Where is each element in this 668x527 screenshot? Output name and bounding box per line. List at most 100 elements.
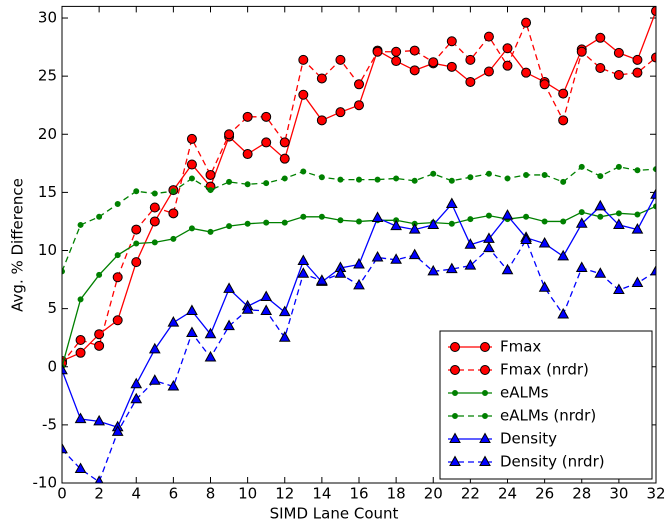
marker bbox=[538, 237, 551, 248]
marker bbox=[446, 61, 457, 72]
marker bbox=[557, 249, 570, 261]
y-tick-label: 25 bbox=[38, 67, 57, 85]
marker bbox=[465, 54, 476, 65]
x-tick-label: 10 bbox=[238, 485, 257, 503]
marker bbox=[112, 272, 123, 283]
marker bbox=[242, 111, 253, 122]
marker bbox=[390, 219, 402, 231]
marker bbox=[130, 392, 143, 404]
marker bbox=[74, 462, 87, 474]
marker bbox=[298, 89, 309, 100]
marker bbox=[205, 169, 216, 180]
marker bbox=[501, 263, 514, 275]
marker bbox=[207, 228, 214, 235]
y-tick-label: 15 bbox=[38, 183, 57, 201]
marker bbox=[149, 202, 160, 213]
marker bbox=[114, 252, 121, 259]
marker bbox=[334, 267, 347, 278]
x-tick-label: 18 bbox=[387, 485, 406, 503]
marker bbox=[318, 213, 325, 220]
legend-label: Density bbox=[500, 430, 557, 448]
marker bbox=[411, 177, 418, 184]
marker bbox=[112, 315, 123, 326]
marker bbox=[242, 149, 253, 160]
y-tick-label: 5 bbox=[47, 299, 57, 317]
marker bbox=[263, 219, 270, 226]
legend-marker bbox=[452, 390, 458, 396]
marker bbox=[631, 223, 644, 234]
marker bbox=[111, 425, 124, 436]
marker bbox=[427, 264, 440, 276]
marker bbox=[651, 52, 656, 63]
legend-marker bbox=[479, 455, 491, 466]
marker bbox=[223, 282, 235, 293]
marker bbox=[188, 175, 195, 182]
marker bbox=[595, 63, 606, 74]
marker bbox=[298, 54, 309, 65]
marker bbox=[502, 43, 513, 54]
marker bbox=[523, 213, 530, 220]
marker bbox=[244, 181, 251, 188]
marker bbox=[576, 46, 587, 57]
marker bbox=[539, 79, 550, 90]
marker bbox=[427, 218, 440, 229]
marker bbox=[279, 137, 290, 148]
marker bbox=[354, 79, 364, 90]
marker bbox=[149, 216, 160, 227]
marker bbox=[597, 173, 604, 180]
marker bbox=[445, 262, 458, 274]
marker bbox=[520, 233, 532, 245]
legend-marker bbox=[449, 432, 461, 443]
marker bbox=[300, 213, 307, 220]
marker bbox=[241, 303, 254, 314]
marker bbox=[75, 347, 86, 358]
y-tick-label: 10 bbox=[38, 241, 57, 259]
marker bbox=[578, 163, 585, 170]
marker bbox=[448, 220, 455, 227]
marker bbox=[316, 115, 327, 126]
marker bbox=[523, 171, 530, 178]
x-tick-label: 2 bbox=[94, 485, 104, 503]
marker bbox=[62, 268, 65, 275]
marker bbox=[261, 137, 272, 148]
marker bbox=[501, 209, 514, 220]
marker bbox=[502, 60, 513, 71]
marker bbox=[631, 276, 644, 288]
marker bbox=[281, 175, 288, 182]
marker bbox=[560, 218, 567, 225]
marker bbox=[93, 414, 105, 426]
marker bbox=[354, 100, 364, 111]
marker bbox=[560, 178, 567, 185]
marker bbox=[371, 211, 384, 222]
marker bbox=[263, 180, 270, 187]
marker bbox=[261, 111, 272, 122]
marker bbox=[75, 335, 86, 346]
marker bbox=[62, 363, 68, 375]
marker bbox=[148, 342, 161, 354]
legend-label: eALMs bbox=[500, 384, 549, 402]
marker bbox=[318, 174, 325, 181]
marker bbox=[300, 168, 307, 175]
marker bbox=[186, 326, 198, 338]
series bbox=[62, 233, 656, 484]
marker bbox=[558, 115, 569, 126]
legend-marker bbox=[480, 365, 490, 375]
legend-marker bbox=[452, 413, 458, 419]
marker bbox=[114, 201, 121, 208]
marker bbox=[335, 54, 346, 65]
x-tick-label: 24 bbox=[498, 485, 517, 503]
x-tick-label: 26 bbox=[535, 485, 554, 503]
marker bbox=[74, 412, 87, 424]
marker bbox=[151, 190, 158, 197]
marker bbox=[390, 253, 402, 264]
marker bbox=[597, 213, 604, 220]
marker bbox=[594, 267, 607, 278]
marker bbox=[96, 213, 103, 220]
marker bbox=[409, 45, 420, 56]
marker bbox=[188, 225, 195, 232]
marker bbox=[595, 32, 606, 43]
marker bbox=[409, 65, 420, 76]
marker bbox=[316, 274, 328, 285]
marker bbox=[634, 167, 641, 174]
